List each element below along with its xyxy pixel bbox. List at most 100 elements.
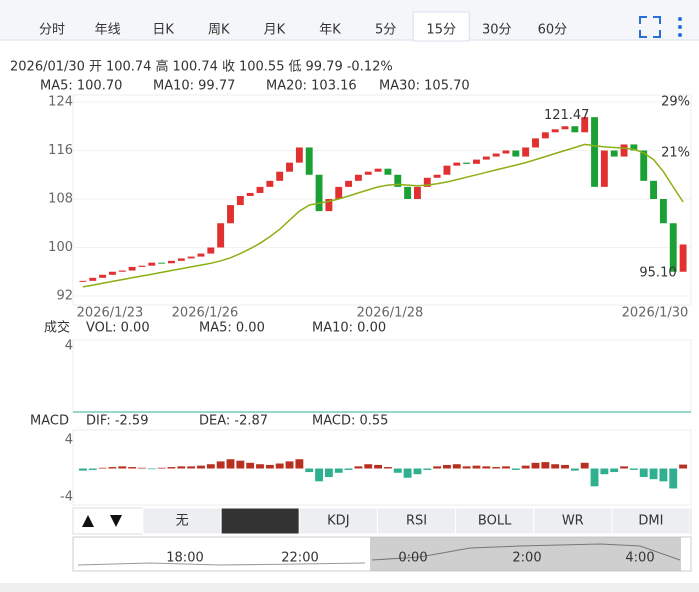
tab[interactable]: 年K xyxy=(319,23,341,38)
candle xyxy=(207,247,215,254)
quote-field: 低 xyxy=(288,60,301,75)
navigator-window[interactable] xyxy=(370,537,681,571)
indicator-button[interactable] xyxy=(533,507,613,535)
footer-strip xyxy=(0,583,699,592)
indicator-button[interactable] xyxy=(611,507,691,535)
candle xyxy=(522,147,530,157)
tab[interactable]: 分时 xyxy=(39,23,65,38)
legend-entry: VOL: 0.00 xyxy=(86,321,150,336)
nav-time: 18:00 xyxy=(166,551,203,566)
indicator-button[interactable] xyxy=(298,507,378,535)
tab[interactable]: 15分 xyxy=(426,23,456,38)
more-icon[interactable] xyxy=(678,17,682,37)
tab[interactable]: 月K xyxy=(264,23,286,38)
macd-bar xyxy=(315,468,323,482)
macd-bar xyxy=(246,462,255,469)
tab[interactable]: 60分 xyxy=(538,23,568,38)
candle xyxy=(197,253,205,257)
macd-bar xyxy=(472,465,481,469)
pct-label: 21% xyxy=(661,146,690,161)
macd-bar xyxy=(128,467,137,469)
macd-bar xyxy=(590,468,599,487)
down-arrow[interactable] xyxy=(110,515,122,527)
macd-bar xyxy=(187,466,196,469)
legend-entry: MA30: 105.70 xyxy=(379,79,470,94)
macd-bar xyxy=(295,459,304,469)
date-label: 2026/1/28 xyxy=(357,306,424,321)
candle xyxy=(532,138,539,148)
y-tick-label: 124 xyxy=(48,95,73,110)
pct-label: 29% xyxy=(661,95,690,110)
up-arrow[interactable] xyxy=(82,515,94,527)
indicator-button[interactable] xyxy=(142,507,222,535)
candle xyxy=(276,171,284,181)
quote-field: 高 xyxy=(155,59,168,75)
macd-bar xyxy=(531,462,540,469)
candle xyxy=(492,153,500,157)
macd-bar xyxy=(177,466,186,469)
tab[interactable]: 周K xyxy=(208,23,230,38)
candle xyxy=(659,199,667,224)
macd-bar xyxy=(669,468,678,489)
macd-bar xyxy=(423,468,432,470)
tab[interactable]: 年线 xyxy=(95,23,121,38)
macd-bar xyxy=(629,468,638,470)
tab[interactable]: 5分 xyxy=(375,23,396,38)
candle xyxy=(394,174,402,187)
candle xyxy=(463,162,471,164)
indicator-label[interactable]: DMI xyxy=(638,514,663,529)
macd-bar xyxy=(334,468,343,473)
indicator-label[interactable]: MACD xyxy=(241,514,280,529)
ma30-line xyxy=(82,143,684,288)
indicator-label[interactable]: BOLL xyxy=(478,514,512,529)
indicator-label[interactable]: KDJ xyxy=(327,514,349,529)
candle xyxy=(256,186,264,193)
candle xyxy=(512,150,520,157)
indicator-label[interactable]: RSI xyxy=(406,514,427,529)
date-label: 2026/1/30 xyxy=(622,306,689,321)
macd-bar xyxy=(561,464,569,469)
high-annotation: 121.47 xyxy=(544,108,590,123)
macd-bar xyxy=(600,468,609,475)
panel-label: MACD xyxy=(30,414,69,429)
candle xyxy=(433,174,441,178)
tab[interactable]: 日K xyxy=(152,23,174,38)
fullscreen-icon[interactable] xyxy=(639,16,661,38)
macd-bar xyxy=(138,467,146,469)
macd-bar xyxy=(108,467,117,469)
candle xyxy=(128,266,136,271)
macd-bar xyxy=(383,467,392,469)
legend-entry: MA20: 103.16 xyxy=(266,79,357,94)
macd-bar xyxy=(206,464,215,469)
indicator-label[interactable]: 无 xyxy=(176,514,189,529)
indicator-button[interactable] xyxy=(220,507,300,535)
candle xyxy=(640,150,648,181)
macd-bar xyxy=(98,467,107,469)
y-tick-label: 4 xyxy=(65,339,73,354)
legend-entry: DEA: -2.87 xyxy=(199,414,268,429)
quote-field: 100.74 xyxy=(172,60,218,75)
candle xyxy=(266,180,274,187)
navigator-trace xyxy=(77,562,366,566)
macd-bar xyxy=(78,468,87,471)
macd-bar xyxy=(285,461,294,469)
candle xyxy=(551,129,559,133)
macd-bar xyxy=(236,460,245,469)
tab-bar xyxy=(0,0,699,40)
candle xyxy=(374,168,382,172)
tab-selected[interactable] xyxy=(412,11,470,42)
candle xyxy=(650,180,658,199)
macd-bar xyxy=(610,468,619,473)
candle xyxy=(561,126,569,130)
legend-entry: DIF: -2.59 xyxy=(86,414,148,429)
macd-bar xyxy=(639,468,648,478)
indicator-button[interactable] xyxy=(455,507,535,535)
macd-bar xyxy=(679,464,688,469)
tab[interactable]: 30分 xyxy=(482,23,512,38)
macd-bar xyxy=(433,466,442,469)
legend-entry: MA5: 100.70 xyxy=(40,79,122,94)
indicator-label[interactable]: WR xyxy=(562,514,584,529)
macd-bar xyxy=(354,466,363,469)
candle xyxy=(89,277,97,281)
legend-entry: MA5: 0.00 xyxy=(199,321,265,336)
